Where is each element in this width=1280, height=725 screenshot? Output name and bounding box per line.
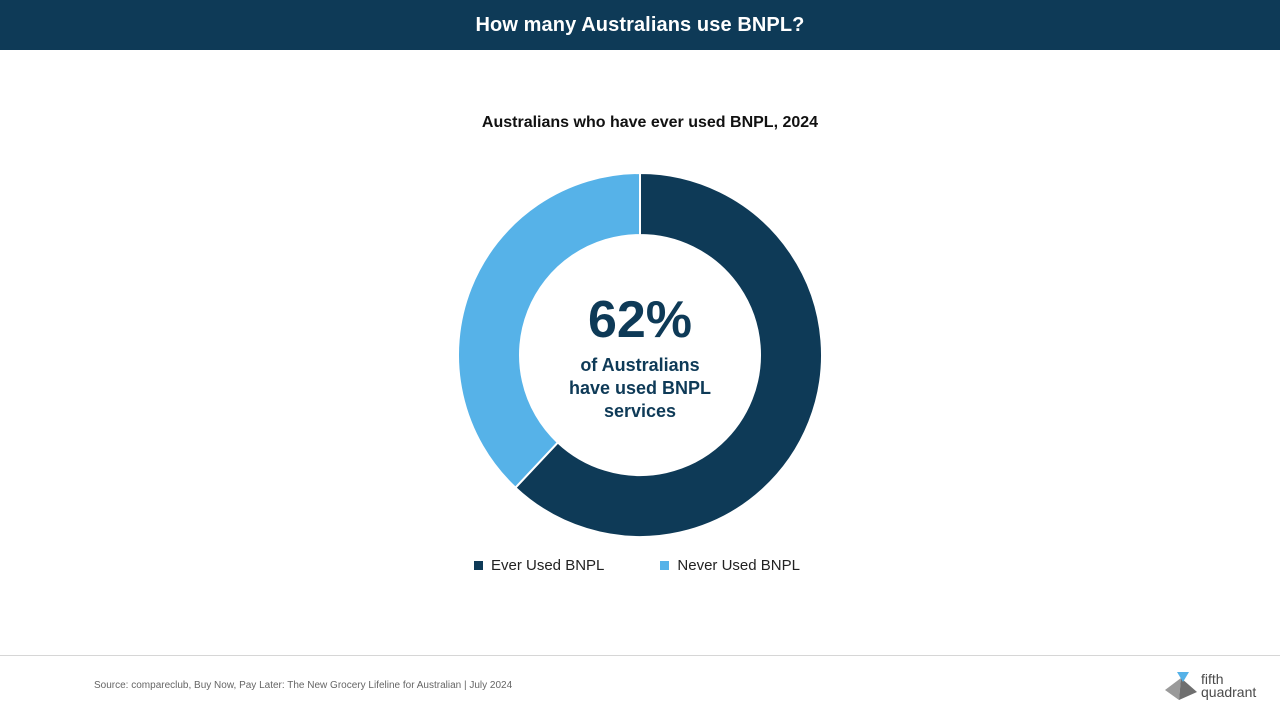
legend-item-ever-used: Ever Used BNPL bbox=[474, 557, 604, 574]
logo-mark-icon bbox=[1165, 672, 1197, 700]
logo-text-quadrant: quadrant bbox=[1201, 684, 1257, 700]
logo-text-fifth: fifth bbox=[1201, 671, 1224, 687]
fifth-quadrant-logo: fifth quadrant bbox=[1163, 670, 1268, 706]
page-title: How many Australians use BNPL? bbox=[475, 13, 805, 36]
legend-item-never-used: Never Used BNPL bbox=[660, 557, 800, 574]
legend-swatch-never-used bbox=[660, 561, 670, 570]
donut-center-label: 62% of Australians have used BNPL servic… bbox=[540, 290, 740, 423]
chart-title: Australians who have ever used BNPL, 202… bbox=[481, 114, 819, 131]
legend-label-ever-used: Ever Used BNPL bbox=[491, 557, 605, 574]
center-caption: of Australians have used BNPL services bbox=[568, 355, 712, 421]
header-bar: How many Australians use BNPL? bbox=[0, 0, 1280, 50]
footer-divider bbox=[0, 655, 1280, 656]
chart-legend: Ever Used BNPL Never Used BNPL bbox=[474, 557, 800, 574]
donut-slice-never-used-bnpl bbox=[457, 171, 641, 490]
center-value: 62% bbox=[587, 291, 693, 349]
donut-slice-ever-used-bnpl bbox=[513, 171, 823, 538]
legend-label-never-used: Never Used BNPL bbox=[677, 557, 800, 574]
legend-swatch-ever-used bbox=[474, 561, 483, 570]
source-note: Source: compareclub, Buy Now, Pay Later:… bbox=[94, 680, 513, 691]
